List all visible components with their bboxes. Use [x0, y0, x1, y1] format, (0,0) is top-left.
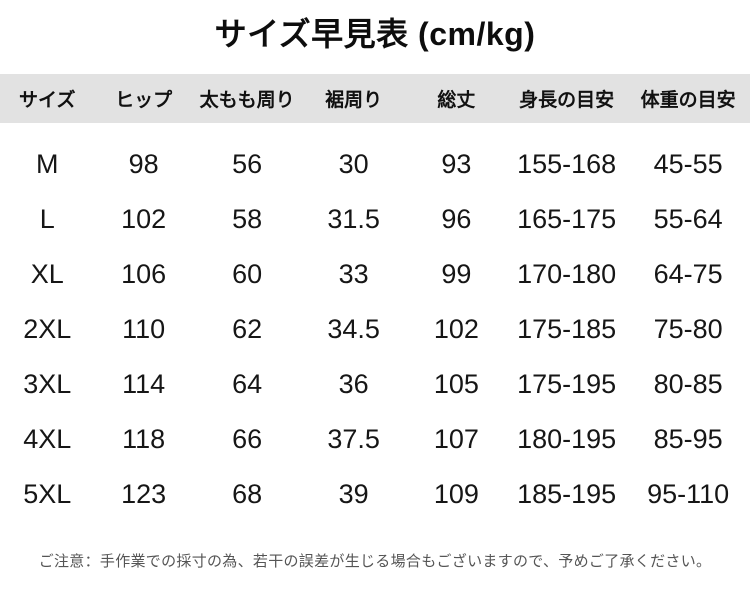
table-cell: M	[36, 149, 59, 179]
column-header-thigh: 太もも周り	[192, 74, 302, 123]
table-cell: 58	[232, 204, 263, 234]
table-cell: 36	[338, 369, 369, 399]
size-chart-table: サイズ ヒップ 太もも周り 裾周り 総丈 身長の目安 体重の目安 M 98 56…	[0, 74, 750, 522]
table-row-m: M 98 56 30 93 155-168 45-55	[0, 123, 750, 192]
table-cell: 4XL	[23, 424, 72, 454]
table-cell: XL	[30, 259, 64, 289]
table-cell: 5XL	[23, 479, 72, 509]
page-title: サイズ早見表 (cm/kg)	[214, 16, 536, 52]
table-cell: 33	[338, 259, 369, 289]
table-cell: 98	[128, 149, 159, 179]
table-cell: 99	[441, 259, 472, 289]
table-cell: 3XL	[23, 369, 72, 399]
header-row: サイズ ヒップ 太もも周り 裾周り 総丈 身長の目安 体重の目安	[0, 74, 750, 123]
table-cell: 105	[433, 369, 479, 399]
table-cell: 85-95	[653, 424, 723, 454]
table-cell: 95-110	[647, 479, 730, 509]
column-header-height-guide: 身長の目安	[507, 74, 627, 123]
table-cell: 170-180	[517, 259, 617, 289]
table-cell: 60	[232, 259, 263, 289]
table-cell: 180-195	[517, 424, 617, 454]
table-cell: 93	[441, 149, 472, 179]
table-cell: 123	[121, 479, 167, 509]
table-cell: 106	[121, 259, 167, 289]
table-row-4xl: 4XL 118 66 37.5 107 180-195 85-95	[0, 412, 750, 467]
table-row-5xl: 5XL 123 68 39 109 185-195 95-110	[0, 467, 750, 522]
table-cell: 165-175	[517, 204, 617, 234]
table-cell: 56	[232, 149, 263, 179]
table-row-3xl: 3XL 114 64 36 105 175-195 80-85	[0, 357, 750, 412]
table-cell: 107	[433, 424, 479, 454]
table-cell: 30	[338, 149, 369, 179]
table-cell: 109	[433, 479, 479, 509]
table-cell: 102	[121, 204, 167, 234]
column-header-size: サイズ	[0, 74, 95, 123]
table-cell: 175-185	[517, 314, 617, 344]
table-cell: 185-195	[517, 479, 617, 509]
table-cell: 66	[232, 424, 263, 454]
column-header-hip: ヒップ	[94, 74, 193, 123]
table-cell: 37.5	[327, 424, 380, 454]
table-row-2xl: 2XL 110 62 34.5 102 175-185 75-80	[0, 302, 750, 357]
column-header-hem: 裾周り	[301, 74, 406, 123]
table-cell: 110	[122, 314, 166, 344]
table-cell: 175-195	[517, 369, 617, 399]
table-cell: 118	[122, 424, 166, 454]
table-cell: 75-80	[653, 314, 723, 344]
table-cell: 31.5	[327, 204, 380, 234]
caution-note: ご注意：手作業での採寸の為、若干の誤差が生じる場合もございますので、予めご了承く…	[38, 553, 712, 570]
table-row-l: L 102 58 31.5 96 165-175 55-64	[0, 192, 750, 247]
table-cell: 102	[433, 314, 479, 344]
table-cell: 62	[232, 314, 263, 344]
column-header-length: 総丈	[405, 74, 507, 123]
table-cell: 64-75	[653, 259, 723, 289]
table-cell: 96	[441, 204, 472, 234]
table-cell: 34.5	[327, 314, 380, 344]
table-cell: 114	[122, 369, 166, 399]
table-cell: 55-64	[653, 204, 723, 234]
table-cell: 45-55	[653, 149, 723, 179]
table-cell: L	[39, 204, 55, 234]
table-row-xl: XL 106 60 33 99 170-180 64-75	[0, 247, 750, 302]
table-cell: 39	[338, 479, 369, 509]
column-header-weight-guide: 体重の目安	[626, 74, 750, 123]
table-cell: 2XL	[23, 314, 72, 344]
table-cell: 80-85	[653, 369, 723, 399]
table-cell: 64	[232, 369, 263, 399]
table-cell: 155-168	[517, 149, 617, 179]
table-cell: 68	[232, 479, 263, 509]
